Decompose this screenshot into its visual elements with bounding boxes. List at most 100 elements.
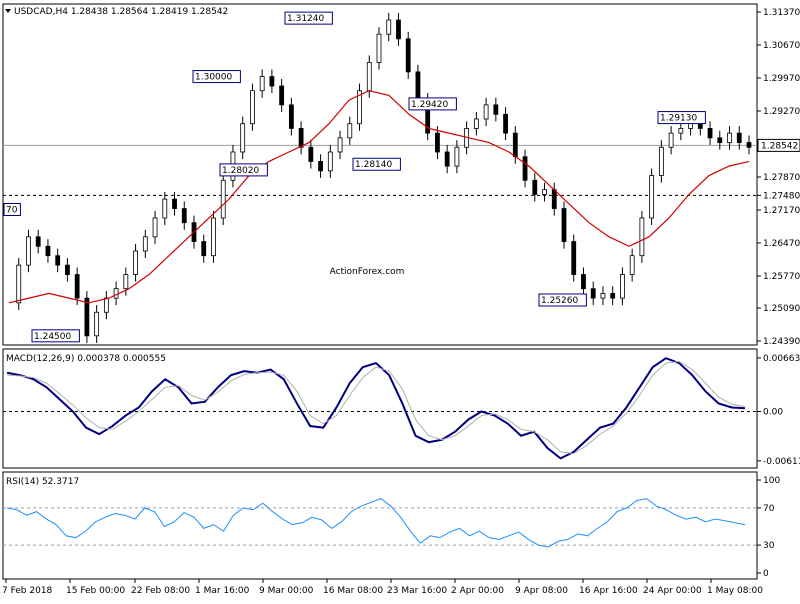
- x-axis-label: 2 Apr 00:00: [451, 586, 504, 596]
- candle-body: [571, 241, 577, 275]
- candle-body: [357, 90, 362, 125]
- candle-body: [581, 274, 586, 290]
- candle-body: [512, 132, 518, 158]
- price-annotation-label: 1.29420: [411, 100, 448, 110]
- rsi-axis-label: 100: [763, 476, 780, 486]
- candle-body: [386, 19, 392, 35]
- price-axis-label: 1.31370: [763, 8, 800, 18]
- candle-body: [454, 146, 460, 167]
- candle-body: [269, 76, 275, 87]
- candle-body: [366, 62, 372, 92]
- candle-body: [94, 311, 100, 337]
- candle-body: [211, 217, 216, 257]
- candle-body: [473, 118, 479, 129]
- rsi-line: [6, 498, 746, 548]
- candle-body: [639, 217, 645, 257]
- candle-body: [201, 241, 207, 257]
- candle-body: [503, 113, 508, 134]
- current-price-box: [757, 138, 800, 152]
- candle-body: [435, 132, 440, 153]
- candle-body: [678, 128, 684, 134]
- candle-body: [396, 19, 401, 40]
- rsi-axis-label: 0: [763, 569, 769, 579]
- candle-body: [493, 104, 499, 115]
- candle-body: [620, 274, 625, 299]
- price-axis-label: 1.25770: [763, 272, 800, 282]
- rsi-axis-label: 70: [763, 504, 775, 514]
- candle-body: [35, 236, 41, 247]
- price-axis-label: 1.29970: [763, 74, 800, 84]
- price-annotation-box: [192, 70, 241, 84]
- price-annotation-label: 1.25260: [541, 296, 578, 306]
- x-axis-label: 22 Feb 08:00: [131, 586, 190, 596]
- price-annotation-label: 1.24500: [34, 332, 71, 342]
- candle-body: [347, 123, 353, 139]
- candle-body: [649, 175, 655, 219]
- price-annotation-label: 1.31240: [287, 14, 324, 24]
- current-price-label: 1.28542: [761, 141, 798, 151]
- candle-body: [65, 264, 70, 275]
- candle-body: [181, 208, 187, 224]
- price-axis-label: 1.25090: [763, 304, 800, 314]
- candle-body: [483, 104, 489, 120]
- macd-line-macd: [6, 357, 746, 460]
- x-axis-label: 1 Mar 16:00: [195, 586, 250, 596]
- candle-body: [551, 189, 557, 209]
- candle-body: [279, 85, 285, 106]
- candle-body: [74, 274, 80, 299]
- candle-body: [45, 245, 51, 257]
- candle-body: [240, 123, 246, 153]
- x-axis-label: 7 Feb 2018: [2, 586, 53, 596]
- candle-body: [308, 146, 314, 162]
- price-axis-label: 1.27480: [763, 191, 800, 201]
- candle-body: [133, 250, 138, 275]
- candle-body: [327, 151, 333, 172]
- candle-body: [600, 292, 606, 299]
- price-annotation-box: [31, 329, 80, 343]
- candle-body: [532, 179, 538, 195]
- price-axis-label: 1.27870: [763, 173, 800, 183]
- candle-body: [717, 137, 723, 143]
- watermark: ActionForex.com: [330, 267, 405, 277]
- price-axis-label: 1.30670: [763, 41, 800, 51]
- price-annotation-label: 1.28140: [355, 160, 392, 170]
- macd-axis-label: 0.006639: [763, 354, 800, 364]
- candle-body: [590, 288, 596, 299]
- rsi-panel: [2, 471, 758, 580]
- candle-body: [746, 142, 752, 148]
- candle-body: [542, 189, 547, 195]
- x-axis-label: 15 Feb 00:00: [66, 586, 125, 596]
- candle-body: [250, 90, 255, 125]
- price-annotation-label: 1.28020: [222, 166, 259, 176]
- candle-body: [668, 132, 674, 148]
- candle-body: [172, 198, 177, 209]
- header-arrow-icon: [5, 9, 11, 13]
- x-axis-label: 9 Mar 00:00: [259, 586, 314, 596]
- candle-body: [707, 128, 713, 139]
- candle-body: [610, 292, 616, 299]
- price-annotation-box: [352, 157, 401, 171]
- price-header: USDCAD,H4 1.28438 1.28564 1.28419 1.2854…: [14, 7, 228, 17]
- candle-body: [444, 151, 450, 167]
- candle-body: [113, 288, 119, 299]
- price-annotation-box: [284, 11, 333, 25]
- macd-axis-label: -0.006114: [763, 457, 800, 467]
- x-axis-label: 16 Apr 16:00: [579, 586, 638, 596]
- candle-body: [123, 274, 129, 290]
- price-annotation-box: [219, 163, 268, 177]
- candle-body: [727, 132, 732, 143]
- candle-body: [629, 255, 635, 275]
- candle-body: [376, 33, 382, 63]
- candle-body: [162, 198, 168, 219]
- x-axis-label: 23 Mar 16:00: [387, 586, 447, 596]
- candle-body: [84, 297, 90, 337]
- candle-body: [522, 156, 528, 181]
- x-axis-label: 16 Mar 08:00: [323, 586, 383, 596]
- candle-body: [220, 179, 226, 219]
- price-annotation-box: [3, 202, 21, 216]
- x-axis-label: 24 Apr 00:00: [643, 586, 702, 596]
- rsi-title: RSI(14) 52.3717: [6, 477, 79, 487]
- price-annotation-box: [538, 293, 587, 307]
- candle-body: [337, 137, 343, 153]
- macd-line-signal: [6, 360, 746, 455]
